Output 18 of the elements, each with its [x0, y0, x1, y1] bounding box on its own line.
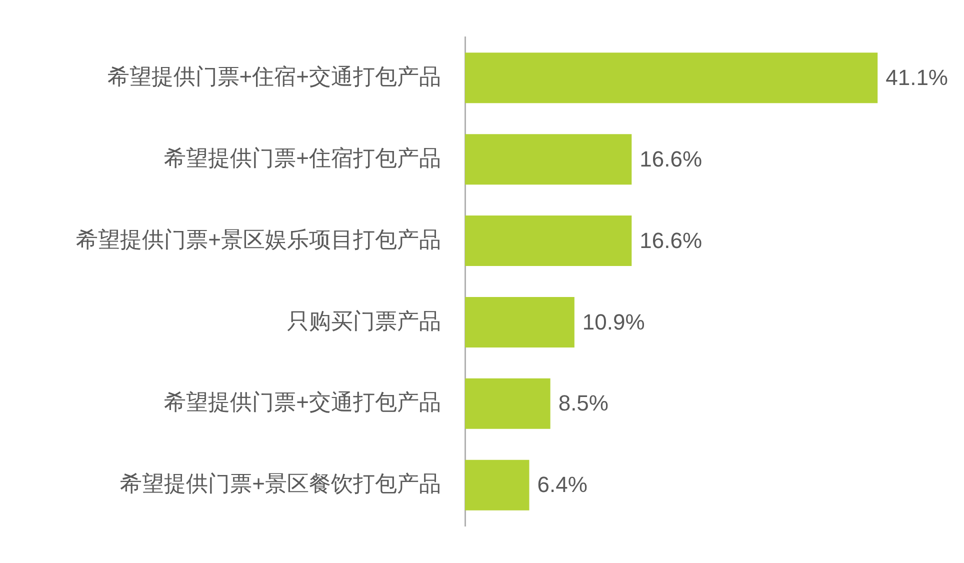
y-tick-label: 只购买门票产品 [287, 308, 441, 334]
data-label: 10.9% [582, 309, 645, 334]
y-tick-label: 希望提供门票+交通打包产品 [164, 390, 441, 415]
bar [465, 134, 632, 185]
data-label: 8.5% [558, 390, 608, 416]
bar [465, 52, 878, 104]
data-label: 41.1% [886, 64, 948, 90]
y-tick-label: 希望提供门票+景区餐饮打包产品 [120, 471, 441, 496]
y-tick-label: 希望提供门票+景区娱乐项目打包产品 [76, 226, 441, 252]
bar [465, 296, 574, 348]
data-label: 16.6% [640, 228, 702, 253]
y-tick-label: 希望提供门票+住宿打包产品 [164, 145, 441, 170]
y-tick-label: 希望提供门票+住宿+交通打包产品 [107, 64, 441, 89]
data-label: 6.4% [537, 472, 588, 498]
data-label: 16.6% [640, 146, 702, 172]
bar [465, 216, 632, 266]
bar [465, 460, 530, 510]
bar [465, 378, 550, 429]
